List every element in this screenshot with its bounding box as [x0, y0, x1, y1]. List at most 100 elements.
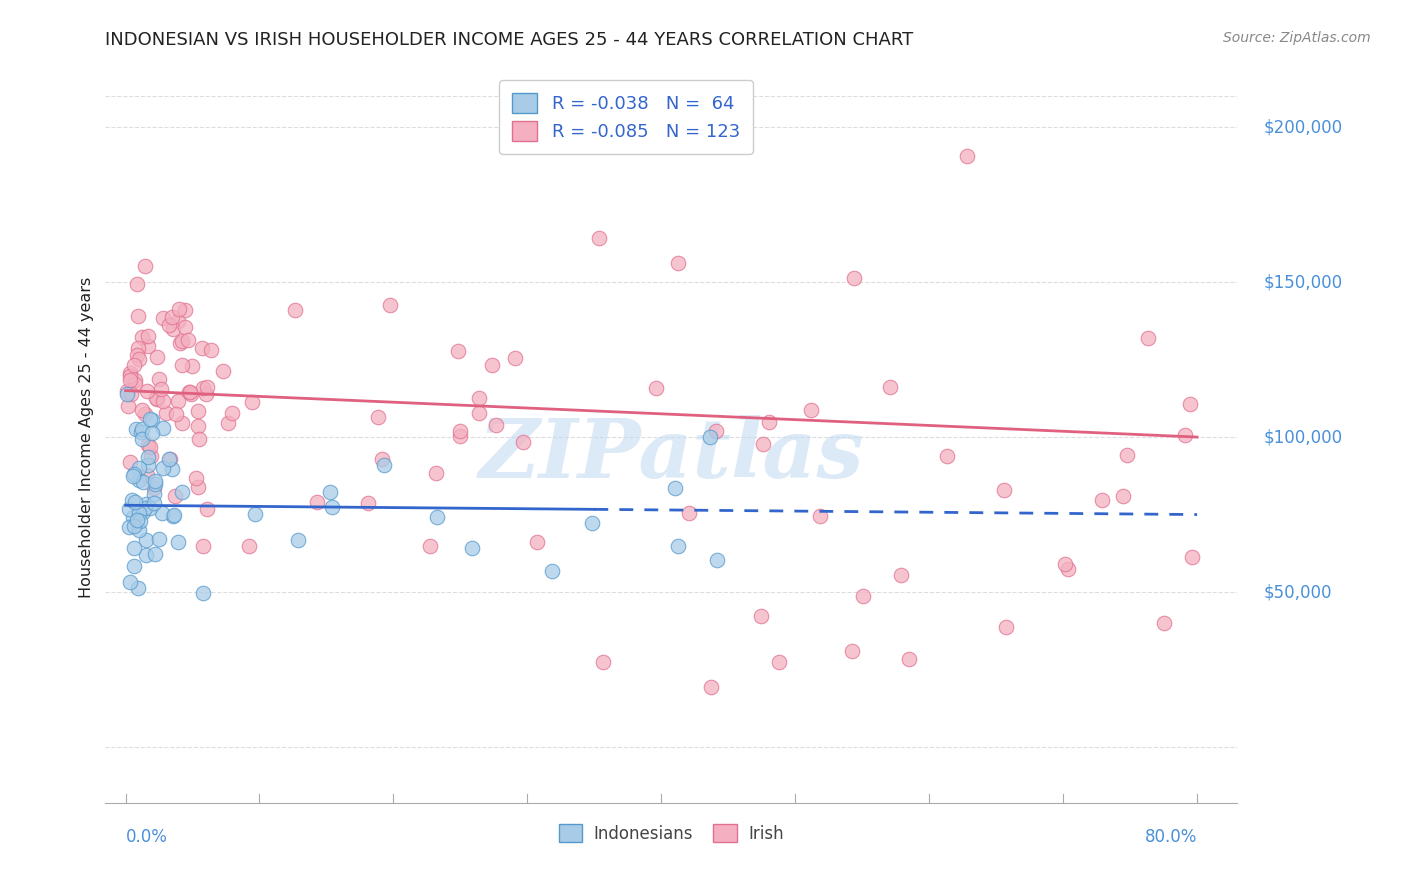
Point [373, 458, 395, 472]
Point [122, 509, 145, 524]
Point [184, 471, 207, 485]
Point [143, 476, 166, 491]
Point [141, 413, 163, 427]
Point [842, 270, 865, 285]
Point [122, 559, 145, 574]
Point [879, 380, 901, 394]
Point [768, 655, 790, 669]
Point [664, 481, 686, 495]
Point [160, 310, 183, 325]
Point [425, 466, 447, 480]
Point [540, 564, 562, 578]
Point [131, 330, 153, 344]
Point [512, 435, 534, 450]
Point [378, 298, 401, 312]
Point [1053, 557, 1076, 571]
Point [180, 386, 202, 401]
Point [118, 519, 141, 533]
Point [134, 259, 156, 273]
Point [481, 358, 503, 372]
Point [174, 320, 197, 334]
Point [187, 419, 209, 434]
Point [706, 553, 728, 567]
Point [115, 387, 138, 401]
Point [371, 451, 394, 466]
Point [128, 506, 150, 520]
Point [284, 302, 307, 317]
Legend: Indonesians, Irish: Indonesians, Irish [553, 817, 790, 849]
Point [357, 496, 380, 510]
Point [128, 473, 150, 487]
Point [165, 407, 187, 421]
Point [124, 422, 146, 436]
Point [800, 402, 823, 417]
Point [124, 518, 146, 533]
Point [935, 449, 957, 463]
Point [152, 310, 174, 325]
Point [191, 381, 214, 395]
Point [150, 506, 173, 520]
Point [678, 507, 700, 521]
Point [243, 507, 266, 521]
Point [134, 501, 156, 516]
Point [127, 581, 149, 595]
Point [128, 524, 150, 538]
Point [167, 302, 190, 317]
Point [447, 343, 470, 358]
Point [152, 460, 174, 475]
Point [127, 341, 149, 355]
Point [122, 469, 145, 483]
Point [118, 502, 141, 516]
Point [187, 480, 209, 494]
Point [170, 334, 193, 349]
Point [135, 468, 157, 483]
Point [468, 391, 491, 405]
Point [808, 508, 831, 523]
Point [146, 350, 169, 364]
Point [305, 495, 328, 509]
Point [132, 505, 155, 519]
Point [700, 680, 723, 694]
Point [195, 387, 218, 401]
Point [172, 358, 194, 372]
Point [157, 451, 180, 466]
Point [138, 438, 160, 452]
Point [419, 539, 441, 553]
Point [897, 652, 920, 666]
Point [155, 406, 177, 420]
Point [143, 495, 166, 509]
Text: $100,000: $100,000 [1264, 428, 1343, 446]
Point [752, 436, 775, 450]
Point [699, 430, 721, 444]
Point [139, 412, 162, 426]
Point [1091, 493, 1114, 508]
Point [127, 277, 149, 292]
Point [139, 449, 162, 463]
Text: INDONESIAN VS IRISH HOUSEHOLDER INCOME AGES 25 - 44 YEARS CORRELATION CHART: INDONESIAN VS IRISH HOUSEHOLDER INCOME A… [105, 31, 914, 49]
Point [179, 384, 201, 399]
Point [1173, 428, 1195, 442]
Point [165, 489, 187, 503]
Point [160, 461, 183, 475]
Point [148, 372, 170, 386]
Point [461, 541, 484, 555]
Point [1057, 562, 1080, 576]
Point [749, 608, 772, 623]
Point [145, 392, 167, 406]
Point [1137, 331, 1160, 345]
Point [148, 533, 170, 547]
Point [166, 314, 188, 328]
Point [666, 255, 689, 269]
Point [170, 484, 193, 499]
Point [319, 485, 342, 500]
Point [449, 429, 471, 443]
Point [136, 329, 159, 343]
Point [138, 440, 160, 454]
Point [200, 343, 222, 357]
Point [124, 377, 146, 392]
Point [449, 424, 471, 438]
Point [143, 474, 166, 488]
Point [468, 406, 491, 420]
Point [131, 422, 153, 436]
Point [180, 359, 202, 373]
